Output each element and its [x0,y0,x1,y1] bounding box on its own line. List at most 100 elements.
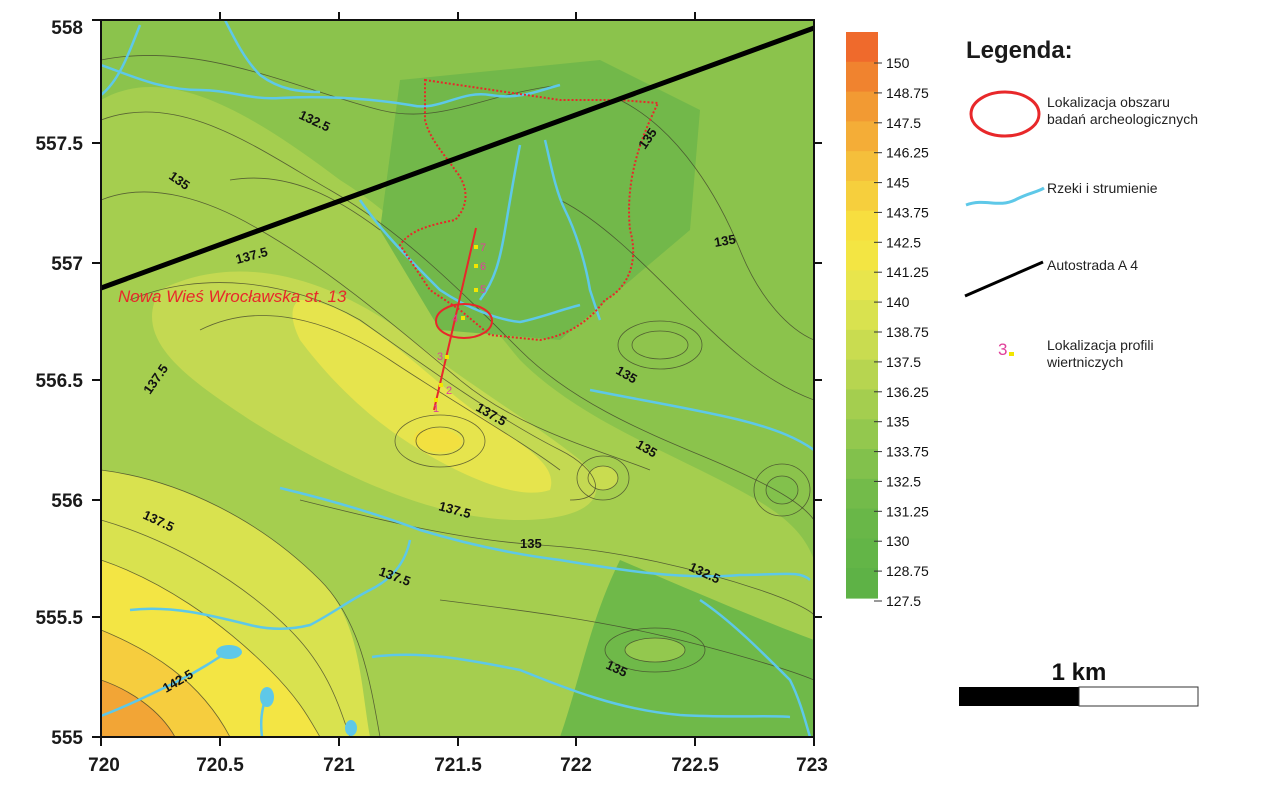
contour-line [617,320,703,370]
elevation-hill-east-1 [632,331,688,359]
river-line [101,63,561,108]
tick-marks [92,12,822,746]
borehole-label: 6 [480,261,486,273]
borehole-marker [474,264,478,268]
color-scale-swatch [846,538,878,569]
legend-borehole-text-line1: Lokalizacja profili [1047,337,1154,353]
map-area: 1 2 3 4 5 6 7 132.5 135 135 135 137.5 13… [101,20,814,737]
x-tick-label: 722.5 [671,755,719,776]
contour-line [101,191,651,471]
contour-line [129,282,596,501]
color-scale-tick-label: 138.75 [886,324,929,340]
borehole-label: 3 [437,351,443,363]
river-line [478,144,522,301]
color-scale-tick-label: 142.5 [886,234,921,250]
borehole-marker [461,316,465,320]
y-tick-label: 555 [51,728,83,749]
color-scale-tick-label: 141.25 [886,264,929,280]
research-area-outline [398,78,660,342]
elevation-hill-east-3 [766,476,798,504]
river-line [101,648,231,718]
contour-line [101,519,351,737]
site-name-label: Nowa Wieś Wrocławska st. 13 [118,287,347,306]
color-scale-swatch [846,329,878,361]
contour-line [631,330,689,360]
contour-line [101,559,321,737]
borehole-marker [439,383,443,387]
y-tick-label: 556 [51,491,83,512]
elevation-hill-south [625,638,685,662]
contour-line [101,111,814,521]
color-scale-tick-label: 132.5 [886,473,921,489]
color-scale-tick-label: 137.5 [886,354,921,370]
contour-label: 135 [713,231,737,250]
x-tick-label: 720 [88,755,120,776]
color-scale-swatch [846,359,878,391]
river-line [101,24,142,96]
legend-highway-text: Autostrada A 4 [1047,257,1138,273]
study-site-ellipse [435,303,493,339]
color-scale-tick-label: 143.75 [886,204,929,220]
contour-line [576,455,630,501]
x-tick-label: 722 [560,755,592,776]
borehole-profile-line [433,227,477,411]
x-tick-label: 720.5 [196,755,244,776]
color-scale-tick-label: 128.75 [886,563,929,579]
contour-line [624,637,686,663]
color-scale-swatch [846,270,878,301]
contour-line [765,475,799,505]
legend-highway-symbol [964,260,1044,298]
color-scale-swatch [846,151,878,182]
pond [345,720,357,736]
color-scale-tick-label: 148.75 [886,85,929,101]
y-tick-label: 557 [51,254,83,275]
scale-bar-white-segment [1078,686,1199,707]
legend-area-text-line2: badań archeologicznych [1047,111,1198,127]
color-scale-tick-label: 131.25 [886,503,929,519]
contour-lines [101,54,814,737]
color-scale-tick-label: 150 [886,55,910,71]
river-line [699,598,812,737]
color-scale-swatch [846,508,878,540]
contour-label: 135 [520,536,542,551]
y-tick-label: 555.5 [35,608,83,629]
river-line [589,388,814,452]
legend-river-symbol [965,186,1045,207]
borehole-label: 2 [446,385,452,397]
elevation-zone-ridge-140 [292,300,552,493]
y-tick-label: 556.5 [35,371,83,392]
color-scale-swatches [846,32,878,599]
borehole-label: 5 [480,284,486,296]
color-scale-tick-label: 133.75 [886,444,929,460]
color-scale-swatch [846,240,878,271]
contour-line [101,629,231,737]
x-tick-labels: 720 720.5 721 721.5 722 722.5 723 [88,755,828,776]
borehole-marker [474,245,478,249]
river-line [223,20,321,94]
legend-borehole-text-line2: wiertniczych [1046,354,1123,370]
x-tick-label: 721 [323,755,355,776]
color-scale-swatch [846,61,878,93]
x-tick-label: 723 [796,755,828,776]
color-scale-swatch [846,389,878,420]
y-tick-labels: 558 557.5 557 556.5 556 555.5 555 [35,18,83,749]
contour-line [415,426,465,456]
contour-line [559,199,814,401]
contour-line [619,99,814,341]
borehole-label: 7 [480,242,486,254]
contour-line [101,469,381,737]
color-scale-tick-label: 127.5 [886,593,921,609]
legend-area-symbol [969,90,1041,138]
pond [216,645,242,659]
color-scale-ticks: 150 148.75 147.5 146.25 145 143.75 142.5 141.25… [874,55,929,609]
river-line [358,199,581,324]
scale-bar-black-segment [959,687,1079,706]
borehole-label: 1 [433,403,439,415]
borehole-marker [434,398,438,402]
river-line [371,653,791,719]
color-scale-tick-label: 136.25 [886,384,929,400]
legend-borehole-marker [1009,352,1014,356]
legend-area-text-line1: Lokalizacja obszaru [1047,94,1170,110]
